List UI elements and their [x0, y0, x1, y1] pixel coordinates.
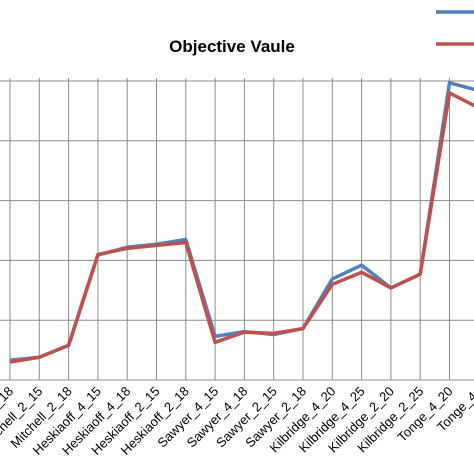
series-line: [9, 81, 474, 363]
series-line: [9, 91, 474, 364]
chart-title: Objective Vaule: [169, 37, 295, 56]
